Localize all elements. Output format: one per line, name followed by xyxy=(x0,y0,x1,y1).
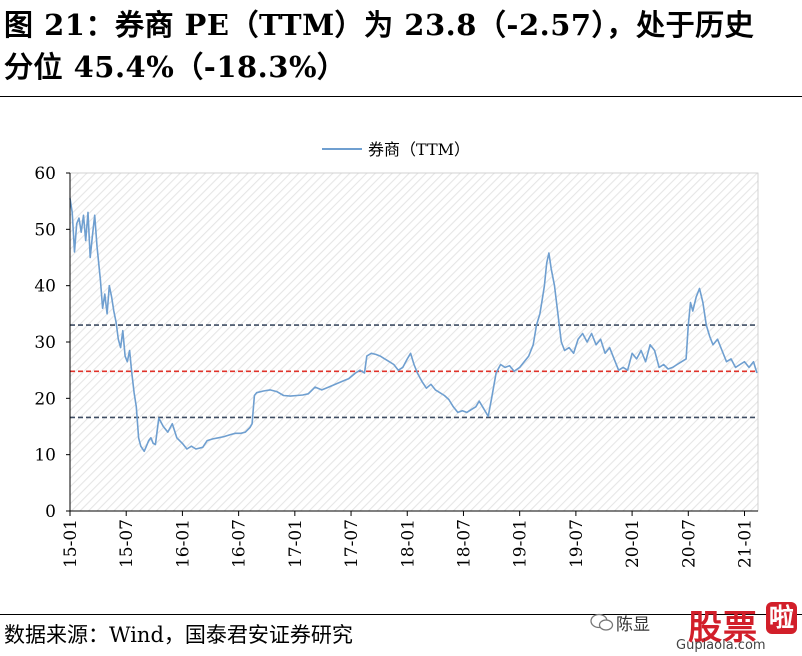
footer-divider xyxy=(0,614,802,615)
figure-title: 图 21：券商 PE（TTM）为 23.8（-2.57），处于历史 分位 45.… xyxy=(4,4,800,88)
x-tick-label: 20-07 xyxy=(679,519,699,568)
data-source-note: 数据来源：Wind，国泰君安证券研究 xyxy=(4,623,353,647)
figure-title-line2: 分位 45.4%（-18.3%） xyxy=(4,50,347,84)
watermark-author: 陈显 xyxy=(616,615,650,635)
x-tick-label: 15-07 xyxy=(117,519,137,568)
x-tick-label: 16-07 xyxy=(230,519,250,568)
y-tick-label: 40 xyxy=(34,277,56,297)
x-tick-label: 20-01 xyxy=(623,519,643,568)
legend-label: 券商（TTM） xyxy=(368,140,470,159)
x-tick-label: 19-01 xyxy=(511,519,531,568)
y-tick-label: 10 xyxy=(34,446,56,466)
title-divider xyxy=(0,96,802,97)
y-tick-label: 60 xyxy=(34,164,56,184)
site-watermark: 陈显 股票 啦 Gupiaola.com xyxy=(590,600,802,656)
x-tick-label: 15-01 xyxy=(61,519,81,568)
x-tick-label: 17-07 xyxy=(342,519,362,568)
figure-title-line1: 图 21：券商 PE（TTM）为 23.8（-2.57），处于历史 xyxy=(4,8,755,42)
series-line-0 xyxy=(69,198,758,453)
watermark-brand: 股票 xyxy=(688,608,758,648)
pe-line-chart: 0 10 20 30 40 50 60 15-01 15-07 16-01 16-07 17-01 1… xyxy=(34,140,759,568)
x-tick-label: 19-07 xyxy=(567,519,587,568)
x-tick-label: 18-01 xyxy=(398,519,418,568)
watermark-brand-tail: 啦 xyxy=(766,602,798,634)
x-tick-label: 16-01 xyxy=(173,519,193,568)
plot-background xyxy=(70,173,758,511)
x-tick-label: 21-01 xyxy=(736,519,756,568)
y-tick-label: 20 xyxy=(34,389,56,409)
watermark-url: Gupiaola.com xyxy=(676,638,766,653)
x-tick-label: 18-07 xyxy=(454,519,474,568)
y-tick-label: 0 xyxy=(45,502,56,522)
chat-bubble-icon xyxy=(590,613,614,631)
x-tick-label: 17-01 xyxy=(286,519,306,568)
y-tick-label: 50 xyxy=(34,220,56,240)
y-tick-label: 30 xyxy=(34,333,56,353)
